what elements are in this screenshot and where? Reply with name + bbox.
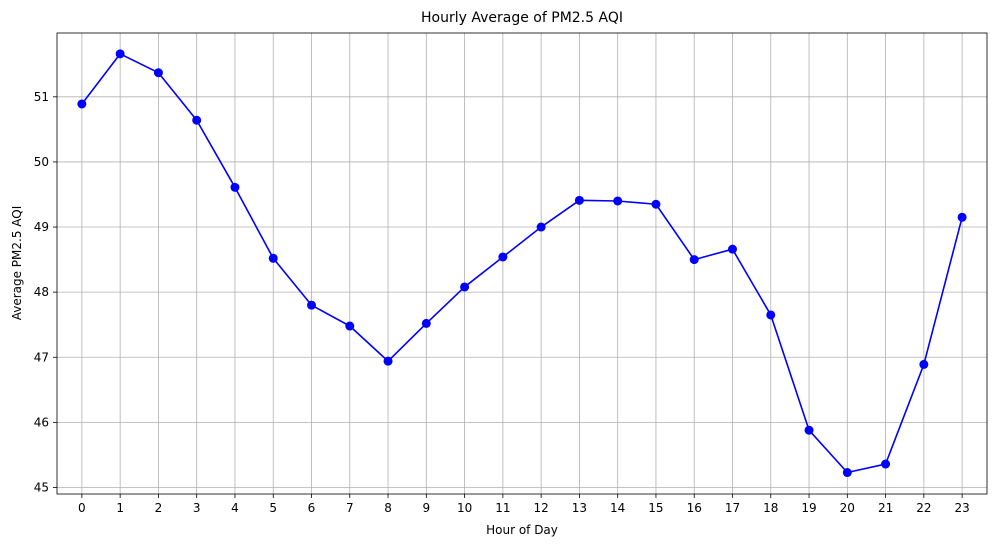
data-point [842,468,852,478]
chart-title: Hourly Average of PM2.5 AQI [421,10,623,26]
data-point [804,425,814,435]
x-tick-label: 15 [648,501,663,515]
series-line [81,53,963,474]
data-point [727,244,737,254]
data-point [345,321,355,331]
data-point [574,195,584,205]
x-tick-label: 16 [687,501,702,515]
x-tick-label: 20 [840,501,855,515]
x-tick-label: 5 [269,501,277,515]
x-tick-label: 0 [78,501,86,515]
y-tick-label: 45 [34,480,49,494]
data-point [115,49,125,59]
x-tick-label: 4 [231,501,239,515]
x-tick-label: 19 [801,501,816,515]
data-point [651,199,661,209]
y-tick-label: 50 [34,155,49,169]
x-tick-label: 1 [116,501,124,515]
x-tick-label: 8 [384,501,392,515]
data-point [307,300,317,310]
y-tick-label: 51 [34,90,49,104]
series-layer [77,49,967,478]
x-tick-label: 21 [878,501,893,515]
y-tick-label: 47 [34,350,49,364]
data-point [460,282,470,292]
y-tick-label: 49 [34,220,49,234]
data-point [421,318,431,328]
x-axis-title: Hour of Day [486,523,558,537]
data-point [230,182,240,192]
data-point [153,68,163,78]
data-point [383,356,393,366]
data-point [766,310,776,320]
x-tick-label: 9 [423,501,431,515]
data-point [957,212,967,222]
x-tick-label: 13 [572,501,587,515]
data-point [919,359,929,369]
data-point [689,255,699,265]
x-tick-label: 2 [155,501,163,515]
x-tick-label: 18 [763,501,778,515]
y-tick-label: 48 [34,285,49,299]
x-tick-label: 12 [533,501,548,515]
grid-layer [57,33,987,494]
x-tick-label: 14 [610,501,625,515]
x-tick-label: 6 [308,501,316,515]
x-tick-label: 17 [725,501,740,515]
data-point [498,252,508,262]
data-point [77,99,87,109]
x-tick-label: 22 [916,501,931,515]
data-point [536,222,546,232]
data-point [881,459,891,469]
plot-area [57,33,987,494]
data-point [268,253,278,263]
x-tick-label: 3 [193,501,201,515]
axes-layer [53,32,988,498]
x-tick-label: 10 [457,501,472,515]
labels-layer: 0 1 2 3 4 5 6 7 8 9 10 11 12 13 14 15 16 17 18 19 20 21 22 2345… [34,90,970,515]
x-tick-label: 11 [495,501,510,515]
axes-frame [56,32,988,495]
y-axis-title: Average PM2.5 AQI [10,206,24,321]
x-tick-label: 7 [346,501,354,515]
y-tick-label: 46 [34,415,49,429]
data-point [192,115,202,125]
data-point [613,196,623,206]
x-tick-label: 23 [954,501,969,515]
